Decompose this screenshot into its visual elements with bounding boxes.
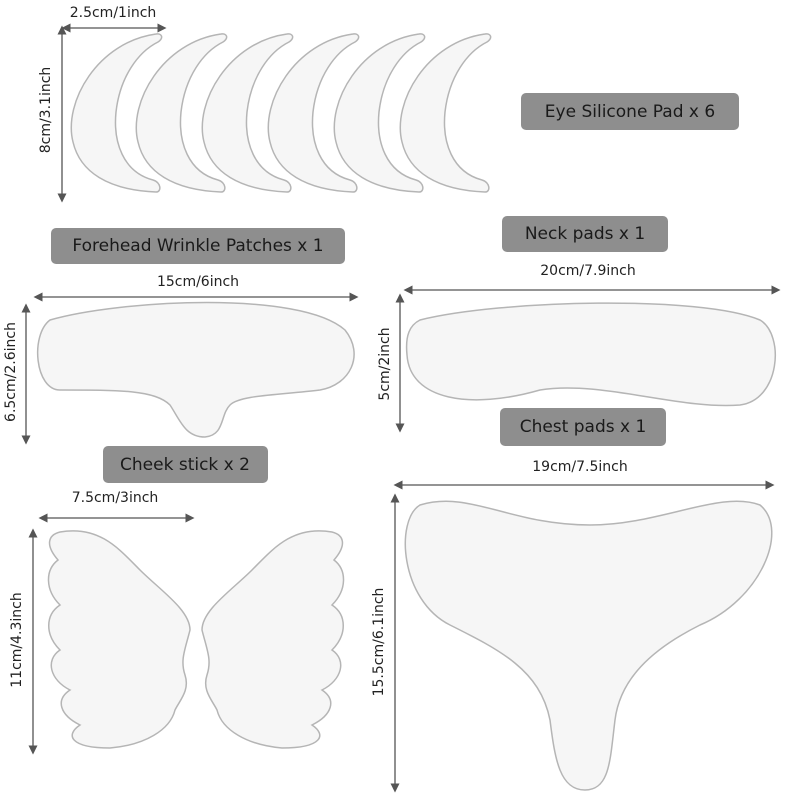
dimension-text: 19cm/7.5inch	[532, 459, 627, 475]
label-box	[103, 446, 268, 483]
dimension-arrows	[21, 23, 781, 793]
product-label: Neck pads x 1	[525, 224, 645, 244]
dimension-text: 8cm/3.1inch	[38, 67, 54, 154]
dimension-text: 15cm/6inch	[157, 274, 239, 290]
dimension-text: 2.5cm/1inch	[70, 5, 157, 21]
product-label: Chest pads x 1	[520, 417, 647, 437]
label-box	[500, 408, 666, 446]
label-box	[51, 228, 345, 264]
dimension-text: 6.5cm/2.6inch	[3, 322, 19, 422]
product-label: Cheek stick x 2	[120, 455, 250, 475]
label-box	[521, 93, 739, 130]
label-box	[502, 216, 668, 252]
dimension-text: 5cm/2inch	[377, 327, 393, 400]
eye-pads	[70, 33, 492, 193]
cheek-pads	[47, 530, 345, 749]
chest-pad	[404, 500, 773, 791]
dimension-text: 20cm/7.9inch	[540, 263, 635, 279]
neck-pad	[405, 302, 777, 407]
forehead-pad	[37, 301, 355, 438]
dimension-text: 7.5cm/3inch	[72, 490, 159, 506]
product-label: Forehead Wrinkle Patches x 1	[72, 236, 323, 256]
dimension-text: 15.5cm/6.1inch	[371, 588, 387, 697]
dimension-text: 11cm/4.3inch	[9, 592, 25, 687]
product-label: Eye Silicone Pad x 6	[545, 102, 715, 122]
